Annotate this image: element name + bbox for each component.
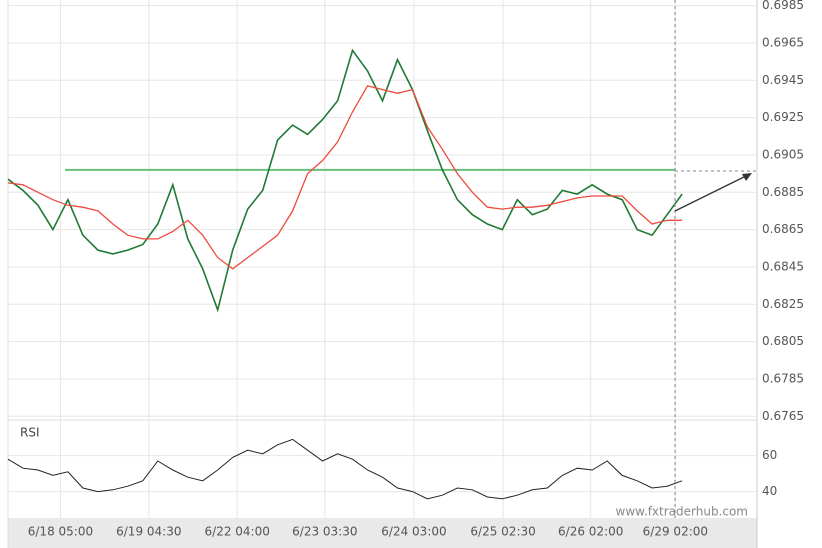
y-tick-label: 0.6945 bbox=[762, 73, 804, 87]
price-line bbox=[7, 85, 683, 270]
x-tick-label: 6/19 04:30 bbox=[116, 525, 181, 539]
rsi-label: RSI bbox=[20, 426, 40, 440]
forecast-arrow bbox=[674, 173, 751, 212]
price-line bbox=[7, 48, 683, 313]
rsi-line bbox=[7, 438, 683, 500]
y-tick-label: 0.6865 bbox=[762, 222, 804, 236]
y-tick-label: 0.6825 bbox=[762, 297, 804, 311]
y-tick-label: 0.6985 bbox=[762, 0, 804, 12]
y-tick-label: 0.6785 bbox=[762, 371, 804, 385]
x-tick-label: 6/29 02:00 bbox=[643, 525, 708, 539]
x-tick-label: 6/25 02:30 bbox=[470, 525, 535, 539]
x-tick-label: 6/24 03:00 bbox=[381, 525, 446, 539]
arrow-head bbox=[742, 173, 752, 181]
y-tick-label: 40 bbox=[762, 484, 777, 498]
x-tick-label: 6/23 03:30 bbox=[292, 525, 357, 539]
y-tick-label: 0.6925 bbox=[762, 110, 804, 124]
watermark: www.fxtraderhub.com bbox=[616, 505, 748, 519]
y-tick-label: 60 bbox=[762, 448, 777, 462]
y-tick-label: 0.6765 bbox=[762, 409, 804, 423]
y-tick-label: 0.6905 bbox=[762, 147, 804, 161]
y-tick-label: 0.6965 bbox=[762, 35, 804, 49]
x-axis-band bbox=[8, 518, 757, 548]
x-tick-label: 6/26 02:00 bbox=[558, 525, 623, 539]
x-tick-label: 6/22 04:00 bbox=[205, 525, 270, 539]
y-tick-label: 0.6845 bbox=[762, 259, 804, 273]
y-tick-label: 0.6805 bbox=[762, 334, 804, 348]
x-tick-label: 6/18 05:00 bbox=[28, 525, 93, 539]
y-tick-label: 0.6885 bbox=[762, 185, 804, 199]
